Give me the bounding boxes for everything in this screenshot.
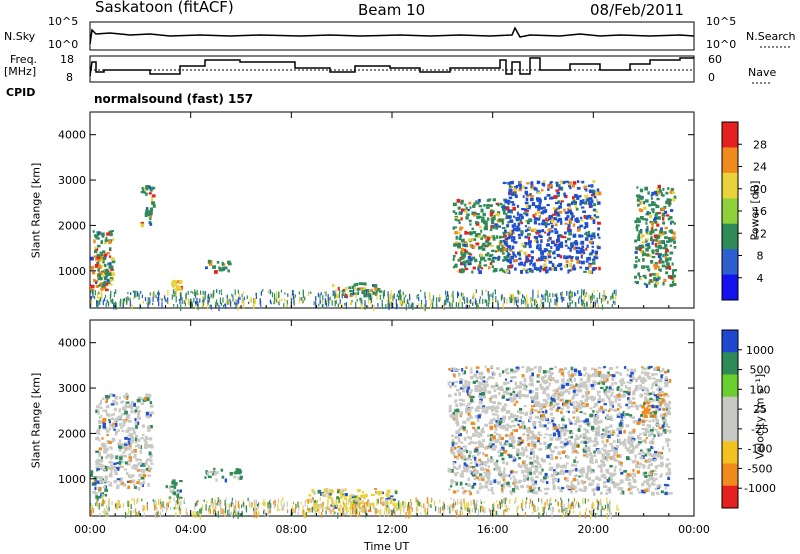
nsky-label: N.Sky <box>4 30 36 43</box>
ground-scatter-band <box>90 289 617 312</box>
freq-top-tick: 18 <box>60 53 74 66</box>
nave-bottom-tick: 0 <box>708 71 715 84</box>
colorbar-swatch <box>722 198 738 225</box>
colorbar-swatch <box>722 463 738 487</box>
y-tick-label: 1000 <box>58 265 86 278</box>
date-title: 08/Feb/2011 <box>590 1 684 19</box>
power-axes: 1000 2000 3000 4000 <box>58 112 695 308</box>
y-tick-label: 1000 <box>58 473 86 486</box>
colorbar-swatch <box>722 249 738 276</box>
y-tick-label: 4000 <box>58 337 86 350</box>
colorbar-swatch <box>722 172 738 199</box>
noise-left-top-tick: 10^5 <box>48 15 79 28</box>
power-panel-frame <box>89 111 695 309</box>
nsearch-label: N.Search <box>746 30 796 43</box>
y-tick-label: 3000 <box>58 174 86 187</box>
freq-step-line <box>89 57 694 77</box>
colorbar-tick-label: 16 <box>753 205 767 218</box>
freq-unit-label: [MHz] <box>4 65 37 78</box>
echo-patch <box>204 467 244 483</box>
nave-label: Nave <box>748 66 777 79</box>
echo-patch <box>633 184 678 288</box>
colorbar-tick-label: 28 <box>753 138 767 151</box>
colorbar-tick-label: 4 <box>757 272 764 285</box>
colorbar-tick-label: 100 <box>750 383 771 396</box>
echo-patch <box>502 180 602 275</box>
echo-patch <box>452 198 511 275</box>
colorbar-swatch <box>722 485 738 509</box>
colorbar-tick-label: 12 <box>753 227 767 240</box>
colorbar-swatch <box>722 147 738 174</box>
cpid-label: CPID <box>6 86 36 99</box>
x-tick-label: 20:00 <box>577 523 609 536</box>
echo-patch <box>92 230 116 288</box>
x-tick-label: 12:00 <box>376 523 408 536</box>
colorbar-tick-label: -25 <box>751 423 769 436</box>
colorbar-tick-label: 1000 <box>746 344 774 357</box>
beam-title: Beam 10 <box>358 1 426 19</box>
colorbar-swatch <box>722 274 738 301</box>
noise-sky-line <box>89 26 695 45</box>
colorbar-tick-label: 25 <box>753 403 767 416</box>
colorbar-tick-label: 8 <box>757 250 764 263</box>
colorbar-swatch <box>722 396 738 420</box>
colorbar-swatch <box>722 330 738 353</box>
colorbar-swatch <box>722 352 738 375</box>
velocity-colorbar: 1000 500 100 25 -25 -100 -500 -1000 <box>721 329 776 509</box>
power-colorbar: 28 24 20 16 12 8 4 <box>721 121 767 301</box>
y-tick-label: 2000 <box>58 427 86 440</box>
echo-patch <box>641 392 668 419</box>
colorbar-tick-label: -1000 <box>744 482 776 495</box>
x-tick-label: 08:00 <box>275 523 307 536</box>
colorbar-swatch <box>722 122 738 148</box>
colorbar-swatch <box>722 223 738 250</box>
colorbar-tick-label: -500 <box>748 462 773 475</box>
cpid-text: normalsound (fast) 157 <box>94 92 254 106</box>
colorbar-swatch <box>722 419 738 442</box>
freq-label: Freq. <box>10 53 38 66</box>
echo-patch <box>205 259 232 274</box>
noise-right-bottom-tick: 10^0 <box>706 38 737 51</box>
x-tick-label: 00:00 <box>74 523 106 536</box>
x-tick-label: 04:00 <box>175 523 207 536</box>
colorbar-tick-label: -100 <box>748 443 773 456</box>
colorbar-swatch <box>722 374 738 398</box>
y-tick-label: 4000 <box>58 129 86 142</box>
x-tick-label: 00:00 <box>678 523 710 536</box>
power-echoes <box>90 180 678 312</box>
echo-patch <box>171 279 184 291</box>
colorbar-swatch <box>722 441 738 464</box>
velocity-axes: 1000 2000 3000 4000 00:00 04:00 08:00 12:00 16:0… <box>58 320 710 536</box>
freq-panel-frame <box>89 55 695 83</box>
nave-top-tick: 60 <box>708 53 722 66</box>
colorbar-tick-label: 24 <box>753 161 767 174</box>
colorbar-tick-label: 20 <box>753 183 767 196</box>
noise-left-bottom-tick: 10^0 <box>48 38 79 51</box>
echo-patch <box>95 392 155 491</box>
echo-patch <box>140 185 156 228</box>
echo-patch <box>165 479 183 500</box>
echo-patch <box>447 365 673 496</box>
colorbar-tick-label: 500 <box>750 364 771 377</box>
freq-bottom-tick: 8 <box>66 71 73 84</box>
y-tick-label: 2000 <box>58 219 86 232</box>
y-tick-label: 3000 <box>58 382 86 395</box>
station-title: Saskatoon (fitACF) <box>95 0 234 16</box>
x-tick-label: 16:00 <box>477 523 509 536</box>
x-axis-title: Time UT <box>364 540 410 553</box>
noise-right-top-tick: 10^5 <box>706 15 737 28</box>
